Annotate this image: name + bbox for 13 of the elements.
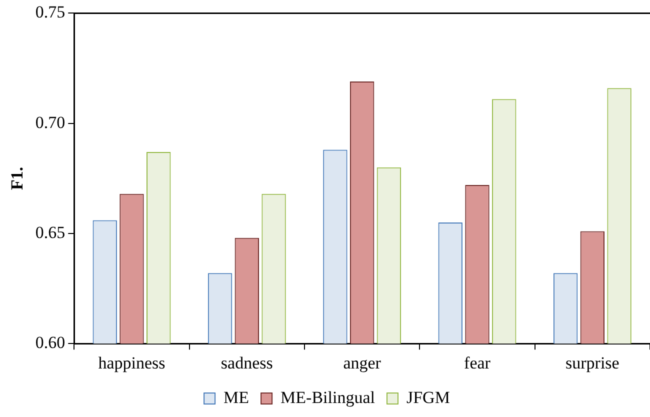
y-axis-title: F1. [8,166,27,190]
y-tick-label: 0.65 [35,222,66,242]
x-tick-label: happiness [98,353,166,372]
legend-label: JFGM [406,388,450,407]
x-tick-label: surprise [566,353,620,372]
y-tick-label: 0.75 [35,2,66,22]
legend-label: ME-Bilingual [280,388,376,407]
x-tick-label: fear [464,353,491,372]
legend-label: ME [224,388,250,407]
x-tick-label: sadness [220,353,273,372]
y-tick-label: 0.60 [35,333,66,352]
x-tick-label: anger [343,353,382,372]
y-tick-label: 0.70 [35,112,66,132]
